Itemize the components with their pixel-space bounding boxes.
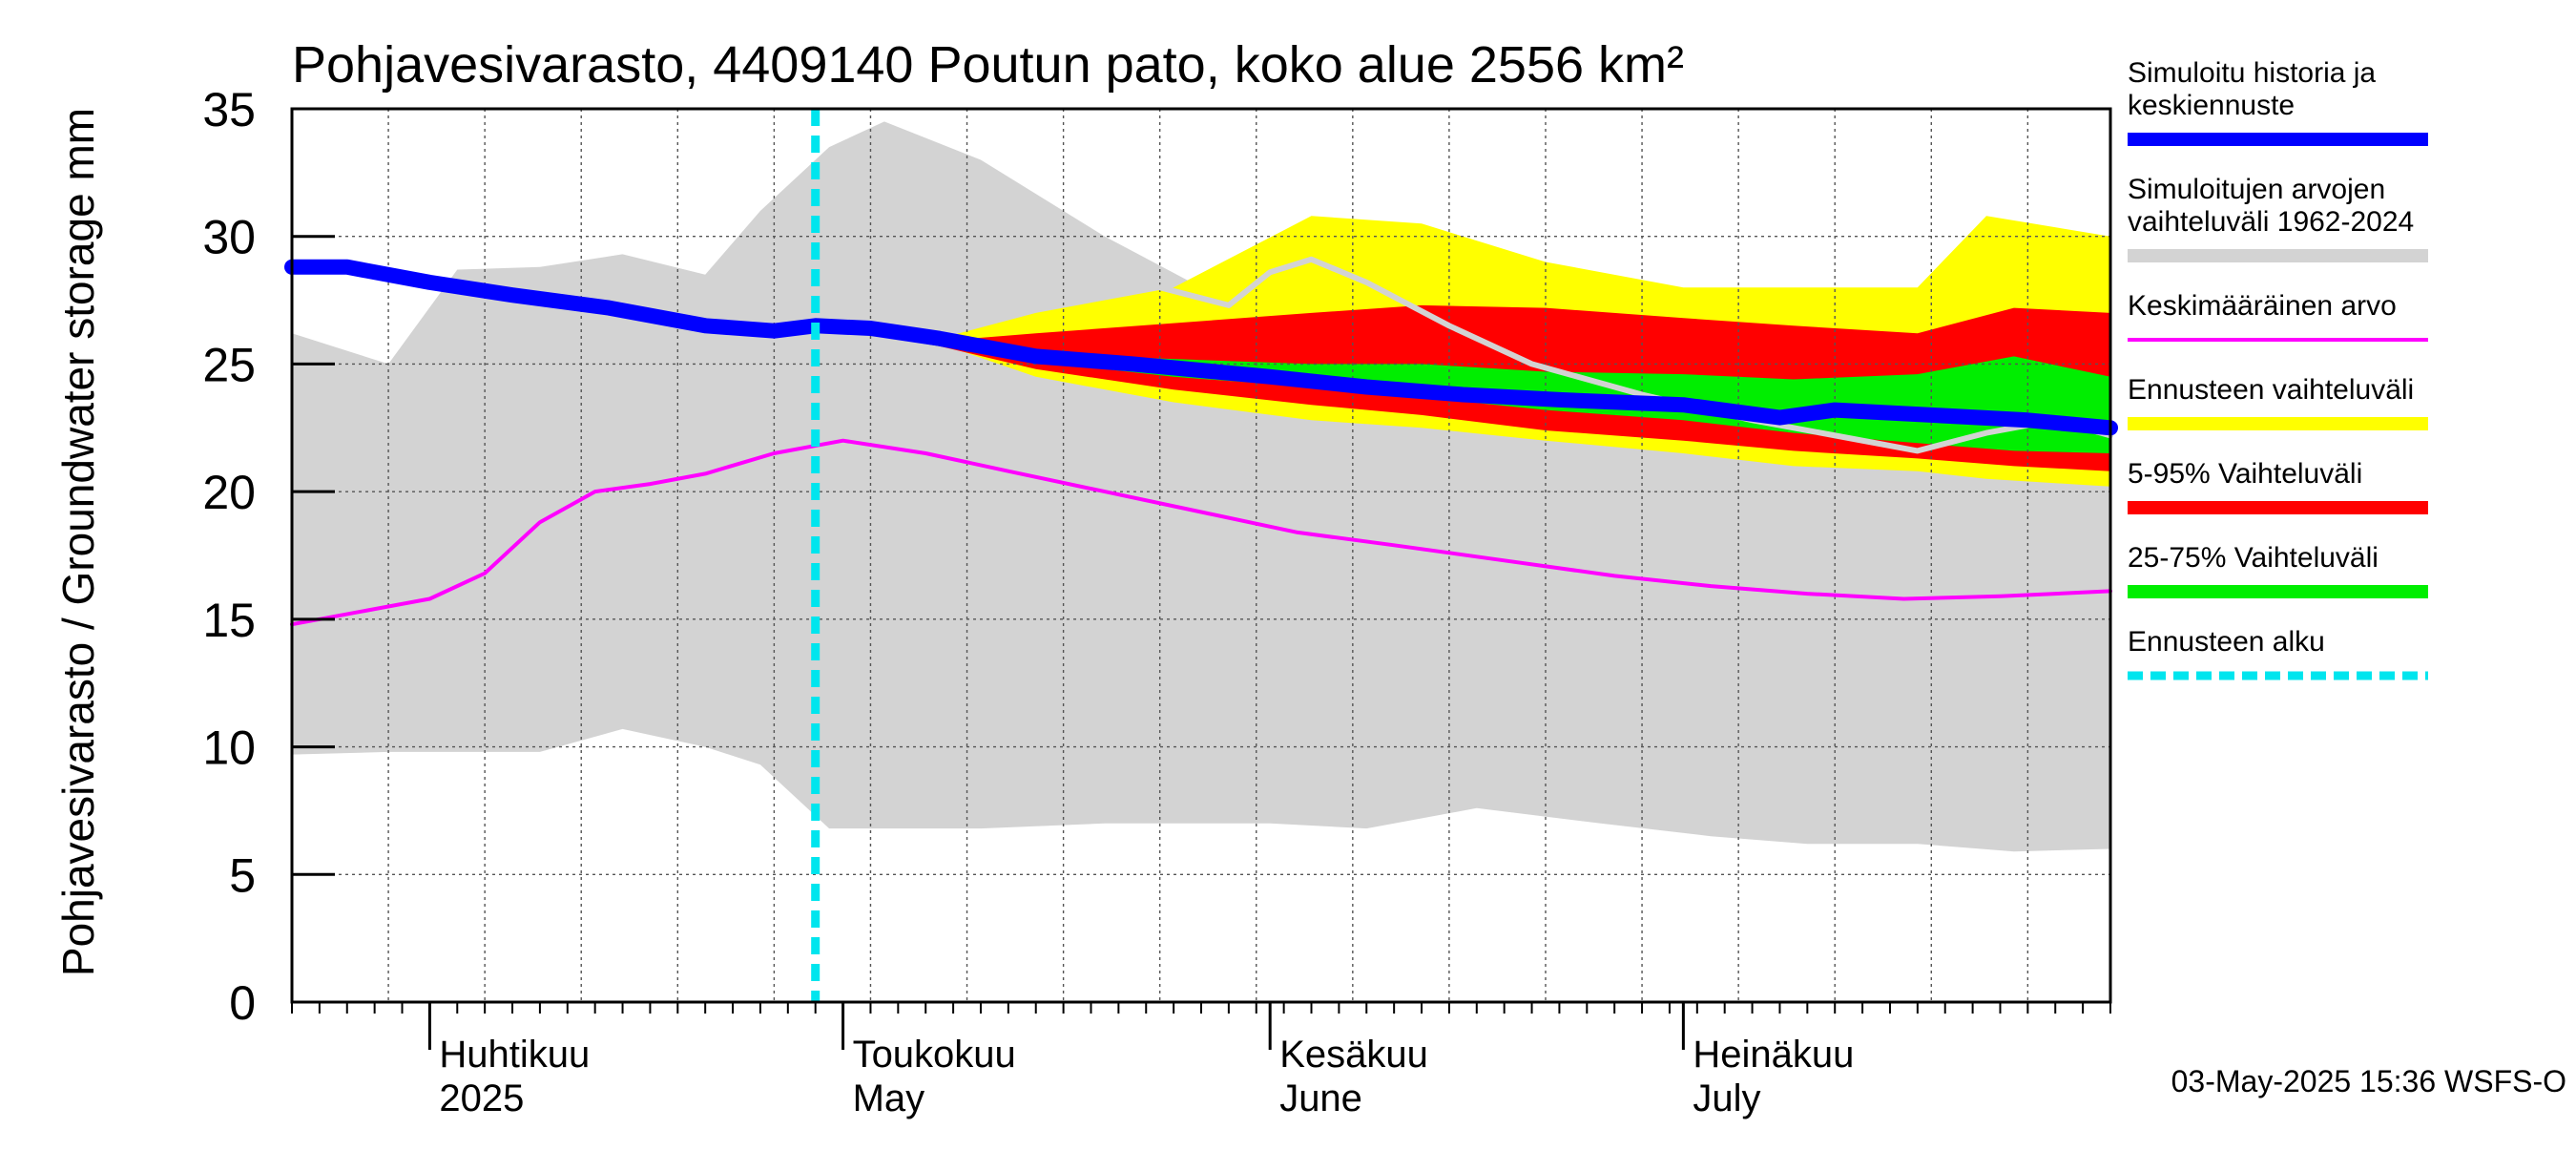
band-series-0 [292, 121, 2110, 852]
month-sublabel: June [1279, 1077, 1362, 1119]
y-tick-label: 30 [202, 211, 256, 264]
y-tick-label: 15 [202, 594, 256, 647]
y-tick-label: 35 [202, 83, 256, 136]
legend-label-6: Ennusteen alku [2128, 626, 2325, 658]
month-sublabel: May [853, 1077, 925, 1119]
legend-label-1: vaihteluväli 1962-2024 [2128, 206, 2414, 238]
legend-label-3: Ennusteen vaihteluväli [2128, 374, 2414, 406]
y-tick-label: 25 [202, 338, 256, 391]
y-tick-label: 5 [229, 848, 256, 902]
line-series-6 [284, 259, 2118, 436]
month-sublabel: July [1693, 1077, 1760, 1119]
legend-label-1: Simuloitujen arvojen [2128, 174, 2385, 205]
month-label: Toukokuu [853, 1034, 1016, 1076]
month-label: Kesäkuu [1279, 1034, 1428, 1076]
legend-label-0: Simuloitu historia ja [2128, 57, 2376, 89]
legend-label-4: 5-95% Vaihteluväli [2128, 458, 2362, 490]
y-tick-label: 10 [202, 721, 256, 775]
month-label: Heinäkuu [1693, 1034, 1854, 1076]
month-sublabel: 2025 [439, 1077, 524, 1119]
month-label: Huhtikuu [439, 1034, 590, 1076]
y-tick-label: 0 [229, 976, 256, 1030]
y-tick-label: 20 [202, 466, 256, 519]
line-series-5 [1156, 256, 2113, 454]
chart-title: Pohjavesivarasto, 4409140 Poutun pato, k… [292, 36, 1684, 94]
legend-label-0: keskiennuste [2128, 90, 2295, 121]
legend-label-2: Keskimääräinen arvo [2128, 290, 2397, 322]
footer-timestamp: 03-May-2025 15:36 WSFS-O [2171, 1064, 2566, 1098]
plot-area: 05101520253035Huhtikuu2025ToukokuuMayKes… [202, 83, 2118, 1119]
legend-label-5: 25-75% Vaihteluväli [2128, 542, 2379, 574]
line-series-4 [290, 438, 2112, 627]
y-axis-label: Pohjavesivarasto / Groundwater storage m… [53, 108, 103, 976]
